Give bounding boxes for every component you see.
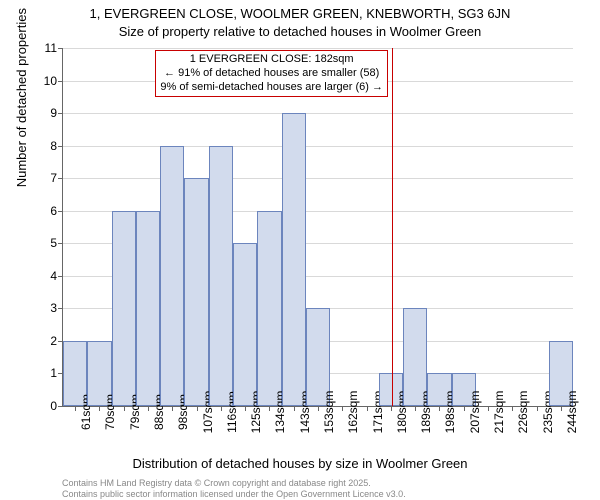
chart-title-main: 1, EVERGREEN CLOSE, WOOLMER GREEN, KNEBW… — [0, 6, 600, 21]
y-tick-mark — [58, 81, 63, 82]
y-tick-mark — [58, 146, 63, 147]
x-tick-mark — [148, 406, 149, 411]
y-tick-mark — [58, 406, 63, 407]
histogram-chart: 1, EVERGREEN CLOSE, WOOLMER GREEN, KNEBW… — [0, 0, 600, 500]
y-tick-mark — [58, 48, 63, 49]
x-tick-mark — [197, 406, 198, 411]
y-tick-label: 0 — [50, 399, 57, 413]
y-tick-mark — [58, 308, 63, 309]
x-tick-mark — [439, 406, 440, 411]
y-tick-mark — [58, 276, 63, 277]
y-tick-label: 8 — [50, 139, 57, 153]
x-tick-mark — [561, 406, 562, 411]
x-tick-mark — [124, 406, 125, 411]
chart-title-sub: Size of property relative to detached ho… — [0, 24, 600, 39]
x-tick-mark — [221, 406, 222, 411]
x-tick-mark — [415, 406, 416, 411]
x-tick-mark — [367, 406, 368, 411]
x-tick-mark — [342, 406, 343, 411]
grid-line — [63, 48, 573, 49]
y-axis-label: Number of detached properties — [14, 8, 29, 187]
x-tick-mark — [75, 406, 76, 411]
x-tick-label: 217sqm — [492, 391, 506, 434]
x-tick-mark — [99, 406, 100, 411]
histogram-bar — [257, 211, 281, 406]
plot-area: 0123456789101161sqm70sqm79sqm88sqm98sqm1… — [62, 48, 573, 407]
y-tick-label: 2 — [50, 334, 57, 348]
credit-line-2: Contains public sector information licen… — [62, 489, 406, 500]
y-tick-mark — [58, 113, 63, 114]
y-tick-label: 11 — [45, 41, 57, 55]
annotation-line: 9% of semi-detached houses are larger (6… — [160, 81, 383, 95]
grid-line — [63, 146, 573, 147]
credit-line-1: Contains HM Land Registry data © Crown c… — [62, 478, 371, 489]
y-tick-label: 4 — [50, 269, 57, 283]
y-tick-mark — [58, 243, 63, 244]
x-tick-mark — [294, 406, 295, 411]
x-tick-label: 153sqm — [322, 391, 336, 434]
histogram-bar — [233, 243, 257, 406]
x-tick-mark — [391, 406, 392, 411]
x-tick-mark — [512, 406, 513, 411]
x-tick-label: 244sqm — [565, 391, 579, 434]
x-tick-mark — [488, 406, 489, 411]
histogram-bar — [184, 178, 208, 406]
y-tick-label: 6 — [50, 204, 57, 218]
grid-line — [63, 113, 573, 114]
x-tick-mark — [245, 406, 246, 411]
x-tick-mark — [269, 406, 270, 411]
histogram-bar — [160, 146, 184, 406]
histogram-bar — [112, 211, 136, 406]
y-tick-label: 3 — [50, 301, 57, 315]
x-tick-mark — [537, 406, 538, 411]
histogram-bar — [282, 113, 306, 406]
y-tick-label: 10 — [44, 74, 57, 88]
x-tick-label: 207sqm — [468, 391, 482, 434]
annotation-line: ← 91% of detached houses are smaller (58… — [160, 67, 383, 81]
x-tick-mark — [464, 406, 465, 411]
x-tick-mark — [318, 406, 319, 411]
y-tick-label: 7 — [50, 171, 57, 185]
marker-annotation: 1 EVERGREEN CLOSE: 182sqm← 91% of detach… — [155, 50, 388, 97]
histogram-bar — [136, 211, 160, 406]
y-tick-mark — [58, 178, 63, 179]
grid-line — [63, 178, 573, 179]
y-tick-label: 5 — [50, 236, 57, 250]
marker-line — [392, 48, 393, 406]
x-tick-label: 226sqm — [516, 391, 530, 434]
histogram-bar — [209, 146, 233, 406]
x-axis-label: Distribution of detached houses by size … — [0, 456, 600, 471]
y-tick-label: 1 — [50, 366, 57, 380]
x-tick-label: 162sqm — [346, 391, 360, 434]
y-tick-label: 9 — [50, 106, 57, 120]
x-tick-mark — [172, 406, 173, 411]
y-tick-mark — [58, 211, 63, 212]
annotation-line: 1 EVERGREEN CLOSE: 182sqm — [160, 53, 383, 67]
